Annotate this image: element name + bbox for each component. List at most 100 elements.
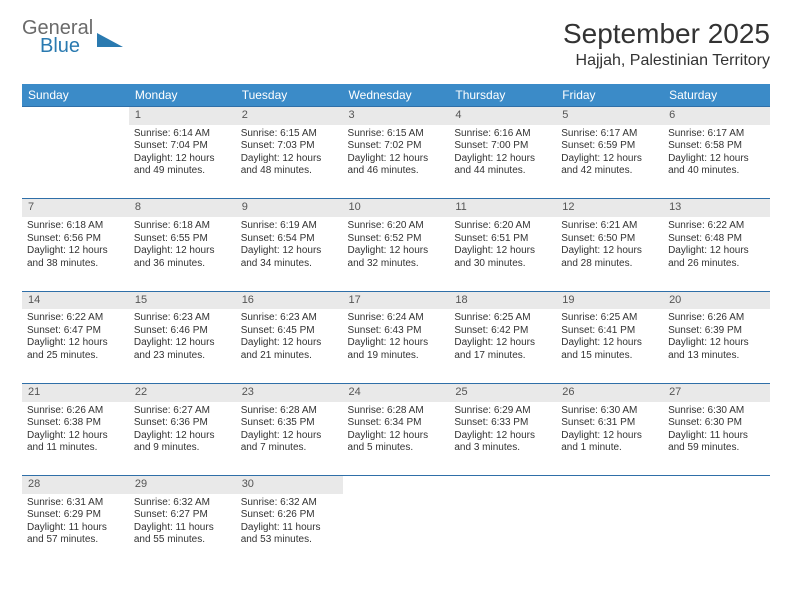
daylight-text: Daylight: 12 hours and 48 minutes. xyxy=(241,153,338,178)
day-number-cell: 5 xyxy=(556,107,663,125)
day-cell: Sunrise: 6:23 AMSunset: 6:45 PMDaylight:… xyxy=(236,309,343,383)
day-number-cell: 14 xyxy=(22,291,129,309)
day-cell: Sunrise: 6:14 AMSunset: 7:04 PMDaylight:… xyxy=(129,125,236,199)
sunset-text: Sunset: 6:33 PM xyxy=(454,417,551,430)
daylight-text: Daylight: 12 hours and 44 minutes. xyxy=(454,153,551,178)
day-number-cell xyxy=(556,476,663,494)
day-cell: Sunrise: 6:18 AMSunset: 6:55 PMDaylight:… xyxy=(129,217,236,291)
sunrise-text: Sunrise: 6:31 AM xyxy=(27,497,124,510)
day-number-cell: 11 xyxy=(449,199,556,217)
sunset-text: Sunset: 6:50 PM xyxy=(561,233,658,246)
day-number-cell: 28 xyxy=(22,476,129,494)
day-cell xyxy=(556,494,663,568)
sunrise-text: Sunrise: 6:15 AM xyxy=(348,128,445,141)
sunrise-text: Sunrise: 6:20 AM xyxy=(348,220,445,233)
sunrise-text: Sunrise: 6:28 AM xyxy=(241,405,338,418)
daylight-text: Daylight: 12 hours and 15 minutes. xyxy=(561,337,658,362)
weekday-header: Monday xyxy=(129,84,236,107)
sunset-text: Sunset: 6:30 PM xyxy=(668,417,765,430)
day-number-row: 78910111213 xyxy=(22,199,770,217)
week-body-row: Sunrise: 6:18 AMSunset: 6:56 PMDaylight:… xyxy=(22,217,770,291)
day-cell: Sunrise: 6:28 AMSunset: 6:34 PMDaylight:… xyxy=(343,402,450,476)
sunset-text: Sunset: 7:03 PM xyxy=(241,140,338,153)
sunrise-text: Sunrise: 6:28 AM xyxy=(348,405,445,418)
day-number-cell: 3 xyxy=(343,107,450,125)
day-number-cell xyxy=(663,476,770,494)
sunrise-text: Sunrise: 6:32 AM xyxy=(241,497,338,510)
sunrise-text: Sunrise: 6:17 AM xyxy=(668,128,765,141)
daylight-text: Daylight: 12 hours and 5 minutes. xyxy=(348,430,445,455)
day-cell: Sunrise: 6:22 AMSunset: 6:48 PMDaylight:… xyxy=(663,217,770,291)
sunrise-text: Sunrise: 6:15 AM xyxy=(241,128,338,141)
day-number-cell: 6 xyxy=(663,107,770,125)
weekday-header: Sunday xyxy=(22,84,129,107)
daylight-text: Daylight: 12 hours and 36 minutes. xyxy=(134,245,231,270)
day-number-cell: 24 xyxy=(343,383,450,401)
day-number-cell: 23 xyxy=(236,383,343,401)
daylight-text: Daylight: 12 hours and 17 minutes. xyxy=(454,337,551,362)
sunset-text: Sunset: 6:51 PM xyxy=(454,233,551,246)
sunrise-text: Sunrise: 6:22 AM xyxy=(668,220,765,233)
week-body-row: Sunrise: 6:22 AMSunset: 6:47 PMDaylight:… xyxy=(22,309,770,383)
day-number-cell: 9 xyxy=(236,199,343,217)
daylight-text: Daylight: 12 hours and 32 minutes. xyxy=(348,245,445,270)
sunset-text: Sunset: 6:47 PM xyxy=(27,325,124,338)
sunrise-text: Sunrise: 6:23 AM xyxy=(134,312,231,325)
sunset-text: Sunset: 6:42 PM xyxy=(454,325,551,338)
day-cell: Sunrise: 6:17 AMSunset: 6:58 PMDaylight:… xyxy=(663,125,770,199)
day-number-cell: 18 xyxy=(449,291,556,309)
day-cell: Sunrise: 6:19 AMSunset: 6:54 PMDaylight:… xyxy=(236,217,343,291)
day-number-cell: 13 xyxy=(663,199,770,217)
day-cell: Sunrise: 6:32 AMSunset: 6:27 PMDaylight:… xyxy=(129,494,236,568)
week-body-row: Sunrise: 6:26 AMSunset: 6:38 PMDaylight:… xyxy=(22,402,770,476)
day-number-cell: 29 xyxy=(129,476,236,494)
month-title: September 2025 xyxy=(563,18,770,50)
sunset-text: Sunset: 6:41 PM xyxy=(561,325,658,338)
daylight-text: Daylight: 12 hours and 3 minutes. xyxy=(454,430,551,455)
sunset-text: Sunset: 6:58 PM xyxy=(668,140,765,153)
day-cell: Sunrise: 6:30 AMSunset: 6:31 PMDaylight:… xyxy=(556,402,663,476)
calendar-table: SundayMondayTuesdayWednesdayThursdayFrid… xyxy=(22,84,770,568)
weekday-header: Friday xyxy=(556,84,663,107)
sunrise-text: Sunrise: 6:18 AM xyxy=(134,220,231,233)
day-number-cell: 2 xyxy=(236,107,343,125)
daylight-text: Daylight: 12 hours and 34 minutes. xyxy=(241,245,338,270)
day-cell: Sunrise: 6:26 AMSunset: 6:38 PMDaylight:… xyxy=(22,402,129,476)
sunset-text: Sunset: 6:34 PM xyxy=(348,417,445,430)
weekday-header: Saturday xyxy=(663,84,770,107)
daylight-text: Daylight: 12 hours and 40 minutes. xyxy=(668,153,765,178)
sunrise-text: Sunrise: 6:25 AM xyxy=(561,312,658,325)
daylight-text: Daylight: 12 hours and 25 minutes. xyxy=(27,337,124,362)
sunrise-text: Sunrise: 6:30 AM xyxy=(668,405,765,418)
day-cell: Sunrise: 6:26 AMSunset: 6:39 PMDaylight:… xyxy=(663,309,770,383)
daylight-text: Daylight: 11 hours and 53 minutes. xyxy=(241,522,338,547)
daylight-text: Daylight: 12 hours and 42 minutes. xyxy=(561,153,658,178)
sunset-text: Sunset: 6:39 PM xyxy=(668,325,765,338)
weekday-header: Thursday xyxy=(449,84,556,107)
title-block: September 2025 Hajjah, Palestinian Terri… xyxy=(563,18,770,70)
sunset-text: Sunset: 6:46 PM xyxy=(134,325,231,338)
logo-triangle-icon xyxy=(97,33,123,47)
sunrise-text: Sunrise: 6:14 AM xyxy=(134,128,231,141)
day-cell xyxy=(663,494,770,568)
day-number-cell: 19 xyxy=(556,291,663,309)
sunset-text: Sunset: 6:43 PM xyxy=(348,325,445,338)
day-cell xyxy=(343,494,450,568)
sunrise-text: Sunrise: 6:22 AM xyxy=(27,312,124,325)
daylight-text: Daylight: 12 hours and 19 minutes. xyxy=(348,337,445,362)
sunset-text: Sunset: 6:38 PM xyxy=(27,417,124,430)
day-cell: Sunrise: 6:25 AMSunset: 6:41 PMDaylight:… xyxy=(556,309,663,383)
sunrise-text: Sunrise: 6:32 AM xyxy=(134,497,231,510)
day-number-row: 21222324252627 xyxy=(22,383,770,401)
daylight-text: Daylight: 12 hours and 49 minutes. xyxy=(134,153,231,178)
daylight-text: Daylight: 12 hours and 13 minutes. xyxy=(668,337,765,362)
day-number-cell: 21 xyxy=(22,383,129,401)
week-body-row: Sunrise: 6:14 AMSunset: 7:04 PMDaylight:… xyxy=(22,125,770,199)
sunrise-text: Sunrise: 6:17 AM xyxy=(561,128,658,141)
day-number-cell: 12 xyxy=(556,199,663,217)
day-number-cell xyxy=(343,476,450,494)
day-number-cell: 8 xyxy=(129,199,236,217)
daylight-text: Daylight: 12 hours and 30 minutes. xyxy=(454,245,551,270)
day-cell: Sunrise: 6:30 AMSunset: 6:30 PMDaylight:… xyxy=(663,402,770,476)
sunrise-text: Sunrise: 6:23 AM xyxy=(241,312,338,325)
